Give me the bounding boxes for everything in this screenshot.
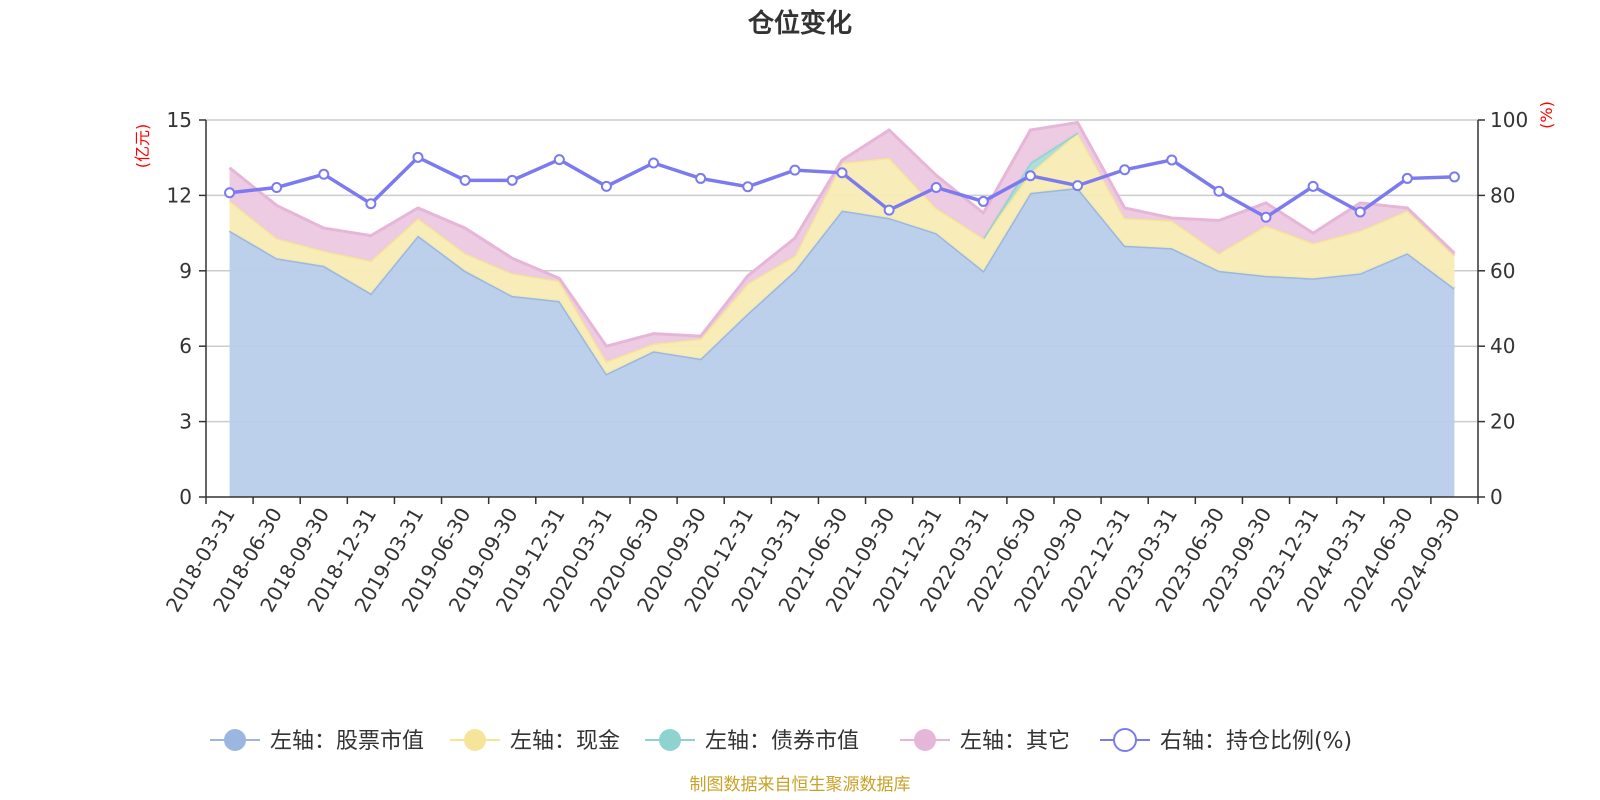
legend-marker (464, 729, 486, 751)
ratio-point (1213, 185, 1225, 197)
legend-item[interactable]: 左轴：现金 (450, 729, 620, 754)
left-tick-label: 9 (179, 259, 192, 283)
left-tick-label: 0 (179, 485, 192, 509)
ratio-point (1260, 211, 1272, 223)
right-tick-label: 0 (1490, 485, 1503, 509)
ratio-point (318, 168, 330, 180)
ratio-point (365, 198, 377, 210)
area-左轴：其它 (229, 122, 1455, 362)
holding-ratio-line (224, 151, 1460, 223)
ratio-point (1401, 172, 1413, 184)
legend-label: 右轴：持仓比例(%) (1160, 729, 1352, 754)
legend-item[interactable]: 左轴：债券市值 (645, 729, 859, 754)
legend-marker (659, 729, 681, 751)
legend-marker (1113, 728, 1137, 752)
legend-label: 左轴：债券市值 (705, 729, 859, 754)
left-axis-unit: (亿元) (133, 124, 152, 169)
chart-title: 仓位变化 (747, 8, 852, 39)
ratio-point (1072, 180, 1084, 192)
stacked-areas (228, 120, 1456, 498)
legend-marker (224, 729, 246, 751)
left-tick-label: 3 (179, 410, 192, 434)
ratio-point (742, 181, 754, 193)
left-tick-label: 6 (179, 334, 192, 358)
ratio-point (412, 151, 424, 163)
left-tick-label: 15 (167, 108, 192, 132)
ratio-point (506, 174, 518, 186)
ratio-point (271, 181, 283, 193)
right-tick-label: 80 (1490, 183, 1515, 207)
legend-item[interactable]: 左轴：股票市值 (210, 729, 424, 754)
ratio-point (224, 187, 236, 199)
ratio-point (930, 181, 942, 193)
left-tick-label: 12 (167, 183, 192, 207)
ratio-point (789, 164, 801, 176)
right-tick-label: 100 (1490, 108, 1528, 132)
ratio-point (883, 204, 895, 216)
ratio-point (1448, 171, 1460, 183)
right-tick-label: 60 (1490, 259, 1515, 283)
ratio-point (977, 195, 989, 207)
legend-marker (914, 729, 936, 751)
ratio-point (836, 167, 848, 179)
ratio-point (1166, 154, 1178, 166)
ratio-point (600, 180, 612, 192)
ratio-point (1354, 206, 1366, 218)
area-左轴：现金 (229, 132, 1455, 374)
area-左轴：股票市值 (229, 187, 1455, 498)
legend-item[interactable]: 左轴：其它 (900, 729, 1070, 754)
ratio-point (648, 157, 660, 169)
ratio-point (695, 172, 707, 184)
right-tick-label: 40 (1490, 334, 1515, 358)
legend-label: 左轴：股票市值 (270, 729, 424, 754)
legend[interactable]: 左轴：股票市值 左轴：现金 左轴：债券市值 左轴：其它 右轴：持仓比例(%) (210, 728, 1352, 754)
right-axis-unit: (%) (1537, 101, 1556, 129)
ratio-point (1024, 170, 1036, 182)
ratio-point (1119, 164, 1131, 176)
ratio-point (1307, 180, 1319, 192)
legend-label: 左轴：现金 (510, 729, 620, 754)
data-source-footer: 制图数据来自恒生聚源数据库 (690, 775, 911, 795)
right-tick-label: 20 (1490, 410, 1515, 434)
ratio-point (553, 154, 565, 166)
ratio-point (459, 174, 471, 186)
legend-item[interactable]: 右轴：持仓比例(%) (1100, 728, 1352, 754)
legend-label: 左轴：其它 (960, 729, 1070, 754)
